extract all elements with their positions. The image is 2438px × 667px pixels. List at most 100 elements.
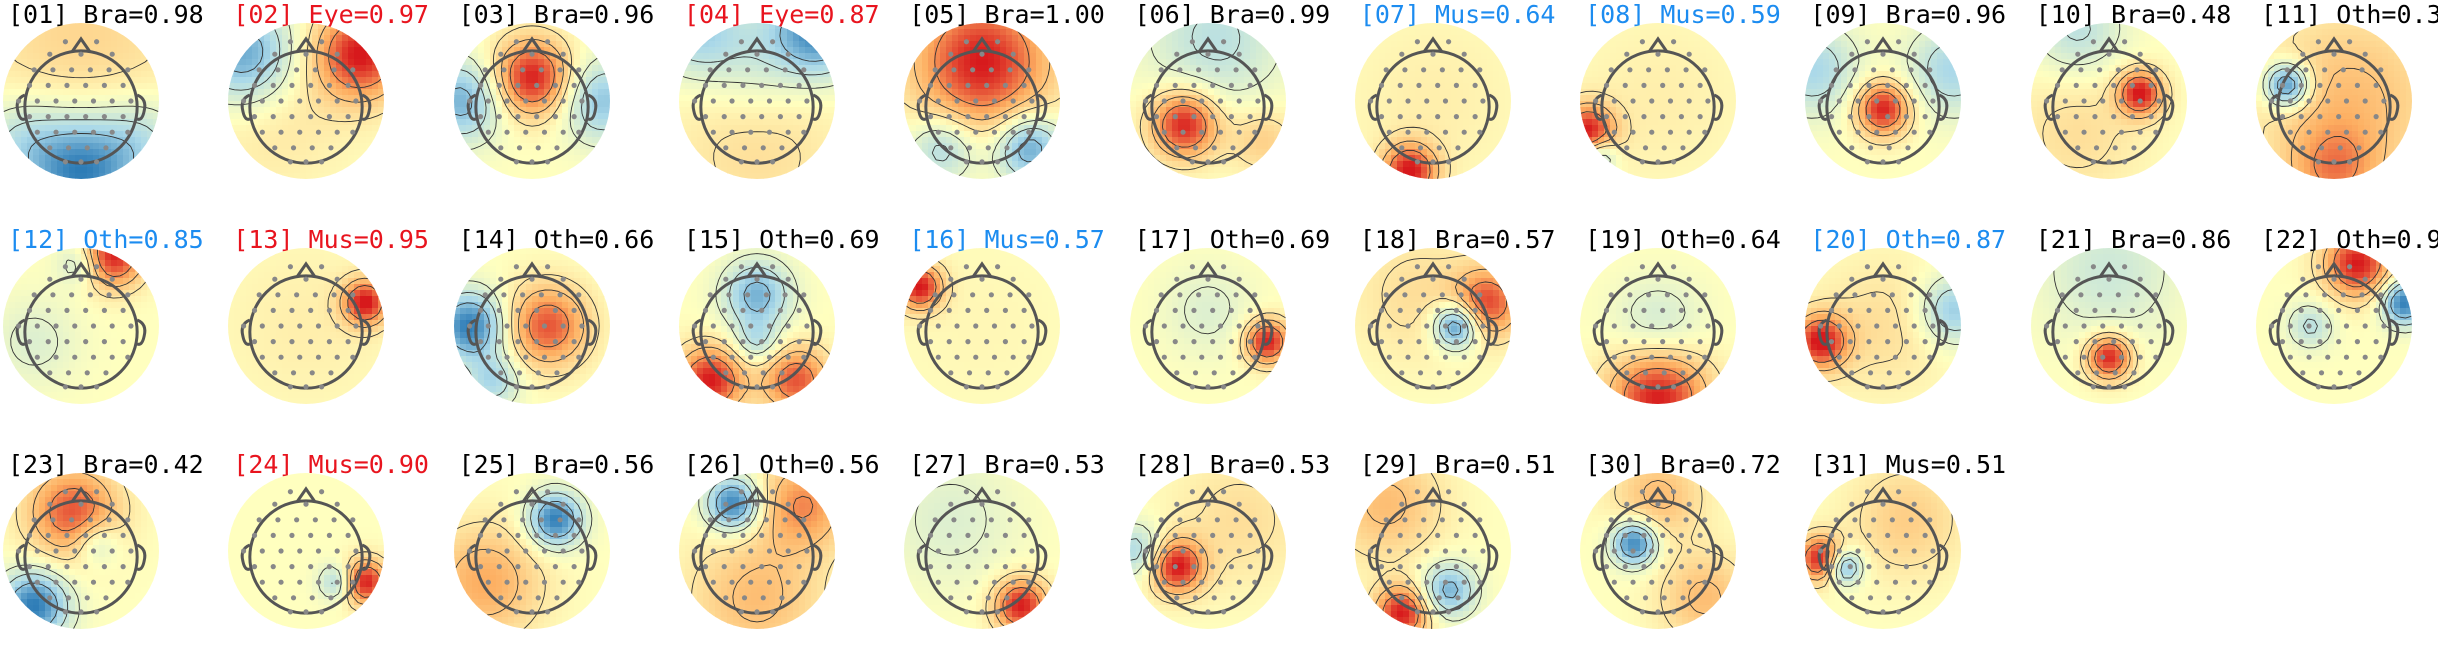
electrode [1453,82,1459,88]
electrode [334,51,341,57]
electrode [1866,114,1872,120]
electrode [2303,292,2309,298]
electrode [334,323,341,329]
electrode [26,532,33,538]
electrode-dots [1367,489,1486,615]
electrode [2099,129,2106,135]
electrode [345,339,352,345]
electrode [45,307,51,313]
electrode [1405,354,1411,360]
electrode [1627,292,1633,298]
electrode [1414,384,1420,390]
electrode [575,579,581,585]
electrode [1604,532,1610,538]
electrode [31,517,37,523]
electrode [779,595,785,601]
scalp-topomap [3,23,159,179]
electrode [557,292,563,298]
electrode [1026,354,1032,360]
electrode [1172,307,1178,313]
electrode [1236,129,1242,135]
electrode [103,595,109,601]
electrode [1442,579,1448,585]
electrode [353,323,359,329]
electrode [101,564,107,570]
electrode [72,129,78,135]
nose-marker [1197,36,1218,53]
electrode [522,548,528,554]
electrode [1247,82,1253,88]
electrode [2337,370,2343,376]
electrode [1911,98,1918,104]
electrode [497,501,503,507]
electrode [707,292,713,298]
electrode [327,339,333,345]
electrode [801,354,807,360]
electrode [535,595,541,601]
electrode [560,51,566,57]
electrode [120,564,126,570]
electrode [769,609,776,615]
electrode [1397,307,1403,313]
electrode [1423,323,1430,329]
right-ear-marker [1488,93,1499,121]
electrode [932,292,938,298]
electrode-dots [466,489,585,615]
electrode [2090,384,2096,390]
electrode [535,370,541,376]
electrode [497,276,503,282]
electrode [575,517,581,523]
electrode [1611,98,1618,104]
electrode-dots [2269,39,2387,165]
electrode [294,292,300,298]
electrode [1649,354,1655,360]
electrode [1247,339,1253,345]
electrode [1865,159,1871,165]
electrode [94,609,100,615]
electrode [741,370,748,376]
electrode [1445,609,1451,615]
electrode [738,39,744,45]
electrode [748,354,754,360]
component-label: [16] Mus=0.57 [909,225,1105,255]
electrode [1893,323,1899,329]
electrode [2340,292,2346,298]
electrode [754,159,760,165]
electrode-dots [241,39,359,165]
electrode [47,145,53,151]
electrode [2059,67,2065,73]
electrode [1622,114,1628,120]
component-label: [24] Mus=0.90 [233,450,429,480]
nose-marker [1422,486,1444,503]
electrode [1705,548,1711,554]
electrode [984,82,990,88]
electrode [1641,114,1647,120]
electrode [272,276,278,282]
right-ear-marker [1037,318,1048,346]
electrode [1209,532,1215,538]
electrode [748,98,754,104]
electrode [2298,114,2304,120]
electrode [1593,98,1599,104]
electrode [289,339,295,345]
nose-marker [296,261,317,278]
electrode [729,323,735,329]
electrode [954,98,960,104]
electrode [1004,595,1010,601]
left-ear-marker [15,318,26,346]
electrode [1251,292,1257,298]
electrode [345,82,352,88]
electrode [350,579,356,585]
electrode [519,517,525,523]
electrode [785,501,791,507]
electrode [1849,501,1855,507]
electrode [965,564,971,570]
electrode [1622,307,1628,313]
electrode [1251,517,1257,523]
scalp-topomap [1580,473,1737,629]
left-ear-marker [1367,93,1378,121]
electrode [1436,145,1442,151]
left-ear-marker [466,318,477,346]
electrode [1229,595,1236,601]
electrode [522,579,528,585]
